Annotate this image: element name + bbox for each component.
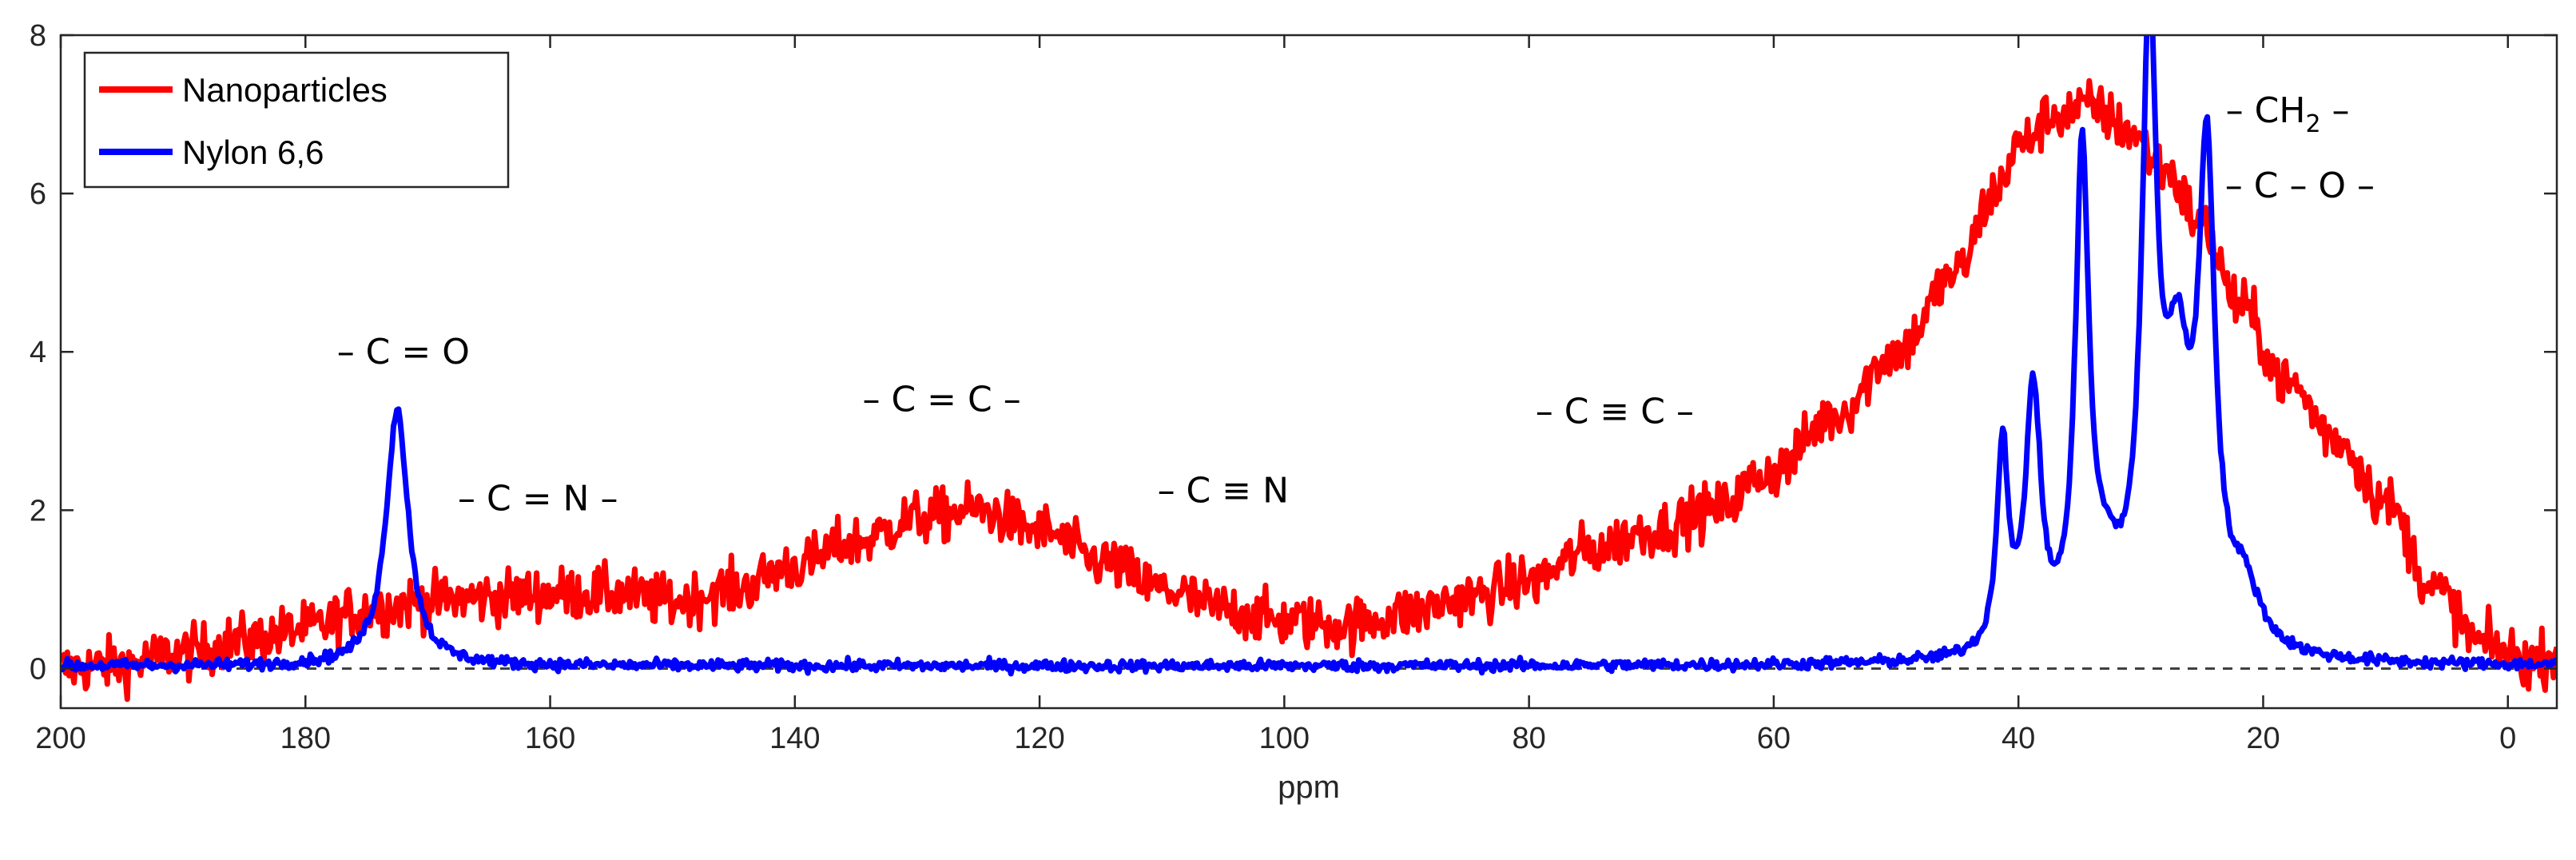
x-tick-label: 180 [280, 722, 331, 755]
annotation-label: – CH2 – [2226, 90, 2350, 138]
annotations: – C = O – C = N – – C = C – – C ≡ N – C ≡ C … [337, 90, 2375, 519]
y-axis-ticks: 0 2 4 6 8 [30, 19, 2557, 686]
legend-label-nanoparticles: Nanoparticles [182, 71, 388, 109]
x-axis-ticks: 200 180 160 140 120 100 80 60 40 20 0 [35, 35, 2516, 755]
annotation-label: – C ≡ N [1158, 470, 1289, 511]
annotation-label: – C = O [337, 332, 470, 372]
y-tick-label: 0 [30, 652, 46, 686]
y-tick-label: 2 [30, 494, 46, 528]
x-tick-label: 120 [1014, 722, 1064, 755]
y-tick-label: 4 [30, 336, 46, 369]
x-axis-label: ppm [1278, 770, 1340, 805]
x-tick-label: 200 [35, 722, 85, 755]
x-tick-label: 80 [1513, 722, 1546, 755]
y-tick-label: 6 [30, 177, 46, 211]
x-tick-label: 20 [2246, 722, 2280, 755]
series-line-nylon [61, 35, 2557, 677]
legend: Nanoparticles Nylon 6,6 [83, 51, 510, 189]
annotation-label: – C ≡ C – [1536, 391, 1694, 432]
x-tick-label: 40 [2002, 722, 2035, 755]
x-tick-label: 100 [1259, 722, 1310, 755]
x-tick-label: 160 [525, 722, 575, 755]
x-tick-label: 0 [2499, 722, 2516, 755]
annotation-label: – C – O – [2225, 165, 2375, 206]
annotation-label: – C = C – [862, 380, 1020, 420]
series-layer [61, 35, 2557, 703]
x-tick-label: 140 [769, 722, 820, 755]
legend-label-nylon: Nylon 6,6 [182, 133, 324, 171]
plot-frame [59, 34, 2558, 710]
x-tick-label: 60 [1757, 722, 1791, 755]
series-line-nanoparticles [61, 78, 2557, 703]
annotation-label: – C = N – [458, 478, 618, 519]
legend-box [83, 51, 510, 189]
y-tick-label: 8 [30, 19, 46, 53]
